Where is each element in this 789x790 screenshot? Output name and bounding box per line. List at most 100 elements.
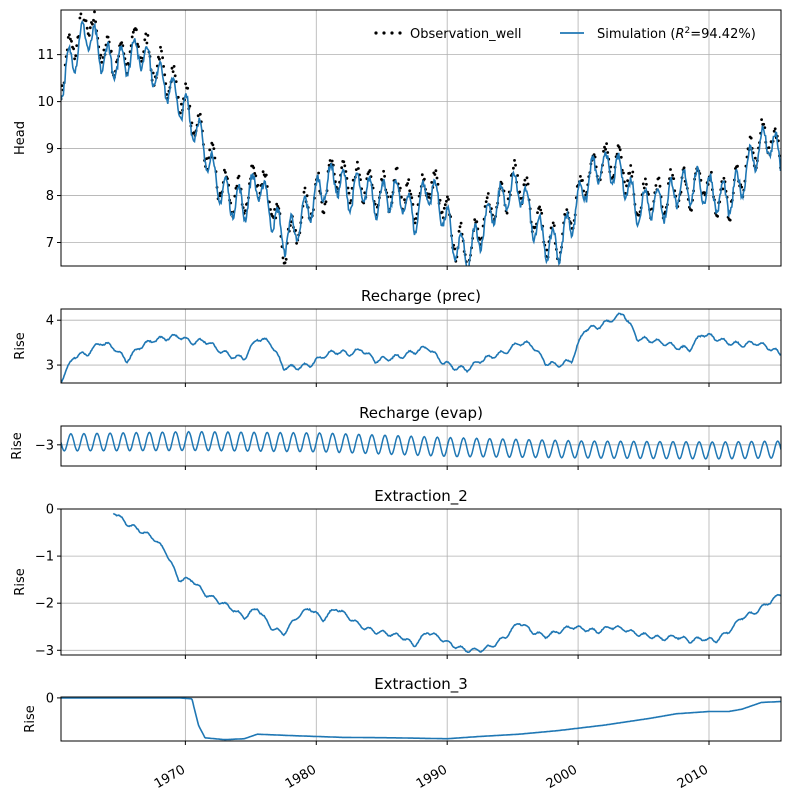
observation-point: [256, 183, 260, 187]
observation-point: [438, 198, 442, 202]
axes-frame: [60, 425, 782, 467]
observation-point: [159, 45, 162, 49]
observation-point: [283, 261, 287, 265]
observation-point: [130, 35, 134, 39]
observation-point: [357, 167, 360, 170]
observation-point: [433, 173, 437, 176]
observation-point: [716, 214, 719, 218]
observation-point: [669, 168, 672, 171]
y-tick-label: 4: [46, 314, 54, 329]
observation-point: [606, 151, 610, 154]
observation-point: [619, 155, 623, 159]
observation-point: [773, 127, 777, 131]
observation-point: [671, 173, 674, 177]
panel-extraction-2: 0 −1 −2 −3 Rise Extraction_2: [13, 487, 782, 659]
observation-point: [171, 70, 175, 73]
observation-point: [526, 182, 530, 186]
observation-point: [323, 202, 327, 206]
observation-point: [68, 33, 71, 37]
observation-point: [343, 164, 347, 168]
observation-point: [72, 47, 75, 51]
observation-point: [173, 74, 177, 78]
observation-point: [459, 221, 463, 225]
observation-point: [69, 37, 72, 41]
observation-point: [445, 199, 448, 203]
observation-point: [435, 176, 439, 180]
observation-point: [66, 36, 70, 39]
observation-point: [324, 200, 328, 204]
observation-point: [602, 149, 605, 153]
observation-point: [760, 118, 763, 121]
observation-point: [356, 160, 359, 164]
observation-point: [162, 65, 166, 68]
observation-point: [137, 45, 140, 48]
observation-point: [211, 143, 215, 147]
legend-simulation-label: Simulation (R2=94.42%): [597, 26, 756, 42]
observation-point: [252, 166, 256, 170]
observation-point: [302, 190, 306, 194]
observation-point: [645, 182, 648, 186]
observation-point: [284, 257, 288, 261]
observation-point: [233, 194, 237, 198]
observation-point: [516, 174, 519, 177]
observation-point: [536, 211, 539, 215]
observation-point: [728, 218, 732, 222]
y-tick-label: 0: [46, 691, 54, 706]
observation-point: [654, 184, 658, 187]
observation-point: [473, 218, 477, 222]
title-extraction-2: Extraction_2: [374, 487, 468, 506]
observation-point: [628, 171, 632, 175]
observation-point: [317, 171, 320, 175]
observation-point: [340, 166, 344, 170]
observation-point: [762, 122, 766, 126]
observation-point: [383, 174, 386, 178]
observation-point: [322, 211, 326, 215]
observation-point: [722, 176, 726, 180]
observation-point: [275, 202, 279, 206]
observation-point: [406, 182, 409, 185]
observation-point: [158, 57, 161, 61]
observation-point: [253, 172, 257, 175]
observation-point: [78, 16, 82, 20]
observation-point: [563, 213, 567, 216]
observation-point: [423, 177, 426, 181]
observation-point: [581, 179, 584, 182]
observation-point: [629, 164, 633, 167]
y-tick-label: 3: [46, 359, 54, 374]
observation-point: [443, 203, 447, 207]
observation-point: [213, 156, 217, 160]
observation-point: [144, 32, 148, 36]
observation-point: [349, 199, 353, 202]
grid: [61, 309, 781, 383]
axes-frame: [60, 308, 782, 384]
observation-point: [702, 191, 706, 194]
observation-point: [269, 208, 272, 211]
panel-extraction-3: 0 Rise Extraction_3: [23, 675, 782, 745]
observation-point: [505, 211, 509, 215]
observation-point: [622, 171, 625, 175]
y-tick-label: 0: [46, 503, 54, 518]
simulation-series: [61, 312, 781, 383]
y-tick-label: −2: [35, 597, 54, 612]
observation-point: [458, 225, 462, 229]
observation-point: [434, 169, 438, 173]
observation-point: [151, 71, 155, 75]
observation-point: [79, 12, 83, 16]
observation-point: [767, 146, 771, 150]
observation-point: [609, 165, 613, 169]
observation-point: [641, 182, 645, 186]
axes-frame: [60, 696, 782, 742]
observation-point: [518, 190, 522, 194]
observation-point: [223, 168, 226, 172]
observation-point: [523, 178, 527, 182]
observation-point: [176, 95, 180, 99]
title-recharge-prec: Recharge (prec): [361, 287, 481, 305]
observation-point: [99, 53, 103, 57]
observation-point: [70, 39, 73, 43]
y-tick-label: −3: [35, 438, 54, 453]
observation-point: [101, 56, 105, 59]
observation-point: [382, 169, 385, 173]
observation-point: [161, 56, 165, 60]
observation-point: [330, 159, 334, 163]
observation-point: [145, 41, 149, 45]
